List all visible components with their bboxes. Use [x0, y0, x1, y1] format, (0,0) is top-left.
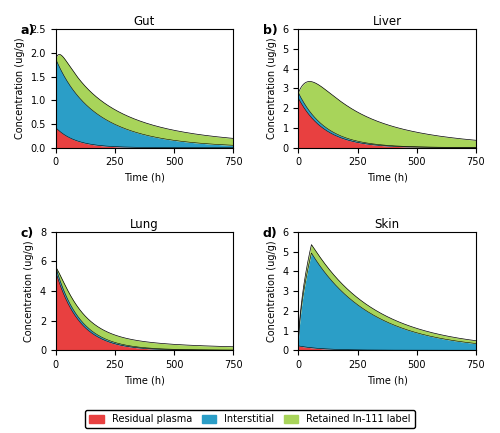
- Y-axis label: Concentration (ug/g): Concentration (ug/g): [15, 38, 25, 139]
- Legend: Residual plasma, Interstitial, Retained In-111 label: Residual plasma, Interstitial, Retained …: [86, 410, 414, 428]
- X-axis label: Time (h): Time (h): [366, 173, 408, 183]
- Title: Skin: Skin: [374, 218, 400, 231]
- Text: a): a): [20, 24, 34, 37]
- Y-axis label: Concentration (ug/g): Concentration (ug/g): [267, 38, 277, 139]
- Title: Liver: Liver: [372, 15, 402, 28]
- Text: d): d): [263, 227, 278, 240]
- X-axis label: Time (h): Time (h): [124, 173, 165, 183]
- Text: b): b): [263, 24, 278, 37]
- Title: Lung: Lung: [130, 218, 159, 231]
- Y-axis label: Concentration (ug/g): Concentration (ug/g): [24, 240, 34, 342]
- X-axis label: Time (h): Time (h): [124, 375, 165, 385]
- Y-axis label: Concentration (ug/g): Concentration (ug/g): [267, 240, 277, 342]
- Text: c): c): [20, 227, 34, 240]
- X-axis label: Time (h): Time (h): [366, 375, 408, 385]
- Title: Gut: Gut: [134, 15, 155, 28]
